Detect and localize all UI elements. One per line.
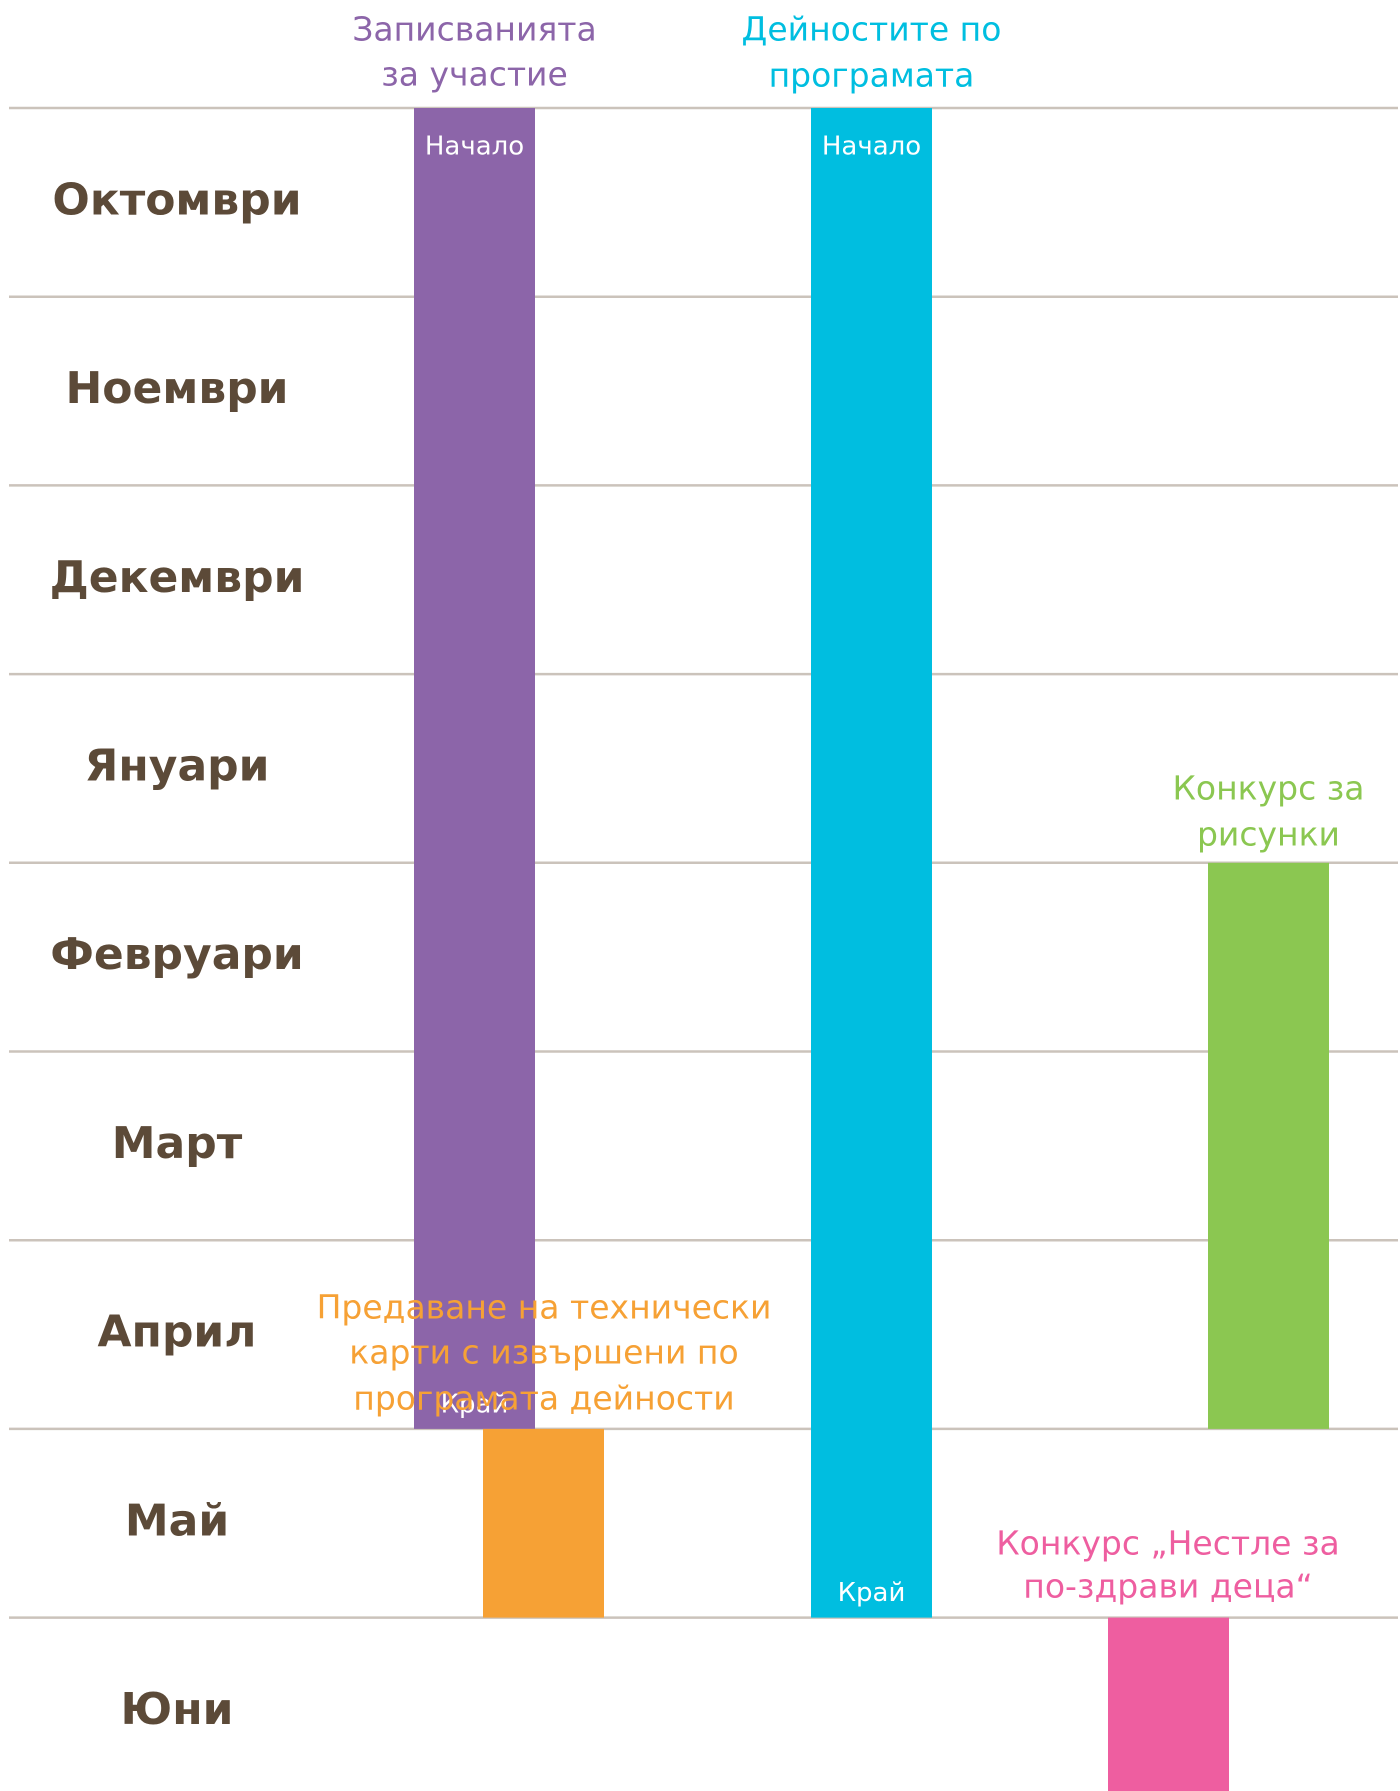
activity-bar bbox=[483, 1428, 604, 1618]
activity-title: програмата дейности bbox=[353, 1379, 734, 1418]
month-label: Януари bbox=[85, 740, 270, 791]
month-label: Април bbox=[97, 1307, 256, 1358]
end-label: Край bbox=[441, 1389, 509, 1419]
activity-bar bbox=[1208, 862, 1329, 1429]
end-label: Край bbox=[838, 1578, 906, 1608]
activity-title: програмата bbox=[769, 56, 975, 95]
month-label: Юни bbox=[121, 1684, 234, 1735]
activity-title: Предаване на технически bbox=[317, 1288, 772, 1327]
activity-bar bbox=[414, 108, 535, 1429]
month-label: Март bbox=[112, 1118, 243, 1169]
activity-bar bbox=[1108, 1617, 1229, 1791]
start-label: Начало bbox=[425, 132, 524, 162]
activity-title: карти с извършени по bbox=[349, 1333, 738, 1372]
activity-title: Конкурс за bbox=[1172, 769, 1364, 808]
activity-title: рисунки bbox=[1197, 815, 1340, 854]
month-label: Ноември bbox=[65, 363, 288, 414]
month-label: Февруари bbox=[50, 929, 304, 980]
month-label: Декември bbox=[50, 552, 305, 603]
activity-bar bbox=[811, 108, 932, 1618]
activity-title: по-здрави деца“ bbox=[1023, 1567, 1313, 1606]
activity-title: Конкурс „Нестле за bbox=[996, 1524, 1339, 1563]
month-label: Май bbox=[125, 1495, 229, 1546]
activity-title: Дейностите по bbox=[742, 10, 1002, 49]
start-label: Начало bbox=[822, 132, 921, 162]
month-label: Октомври bbox=[52, 174, 301, 225]
activity-title: за участие bbox=[381, 55, 568, 94]
activity-title: Записванията bbox=[352, 10, 597, 49]
